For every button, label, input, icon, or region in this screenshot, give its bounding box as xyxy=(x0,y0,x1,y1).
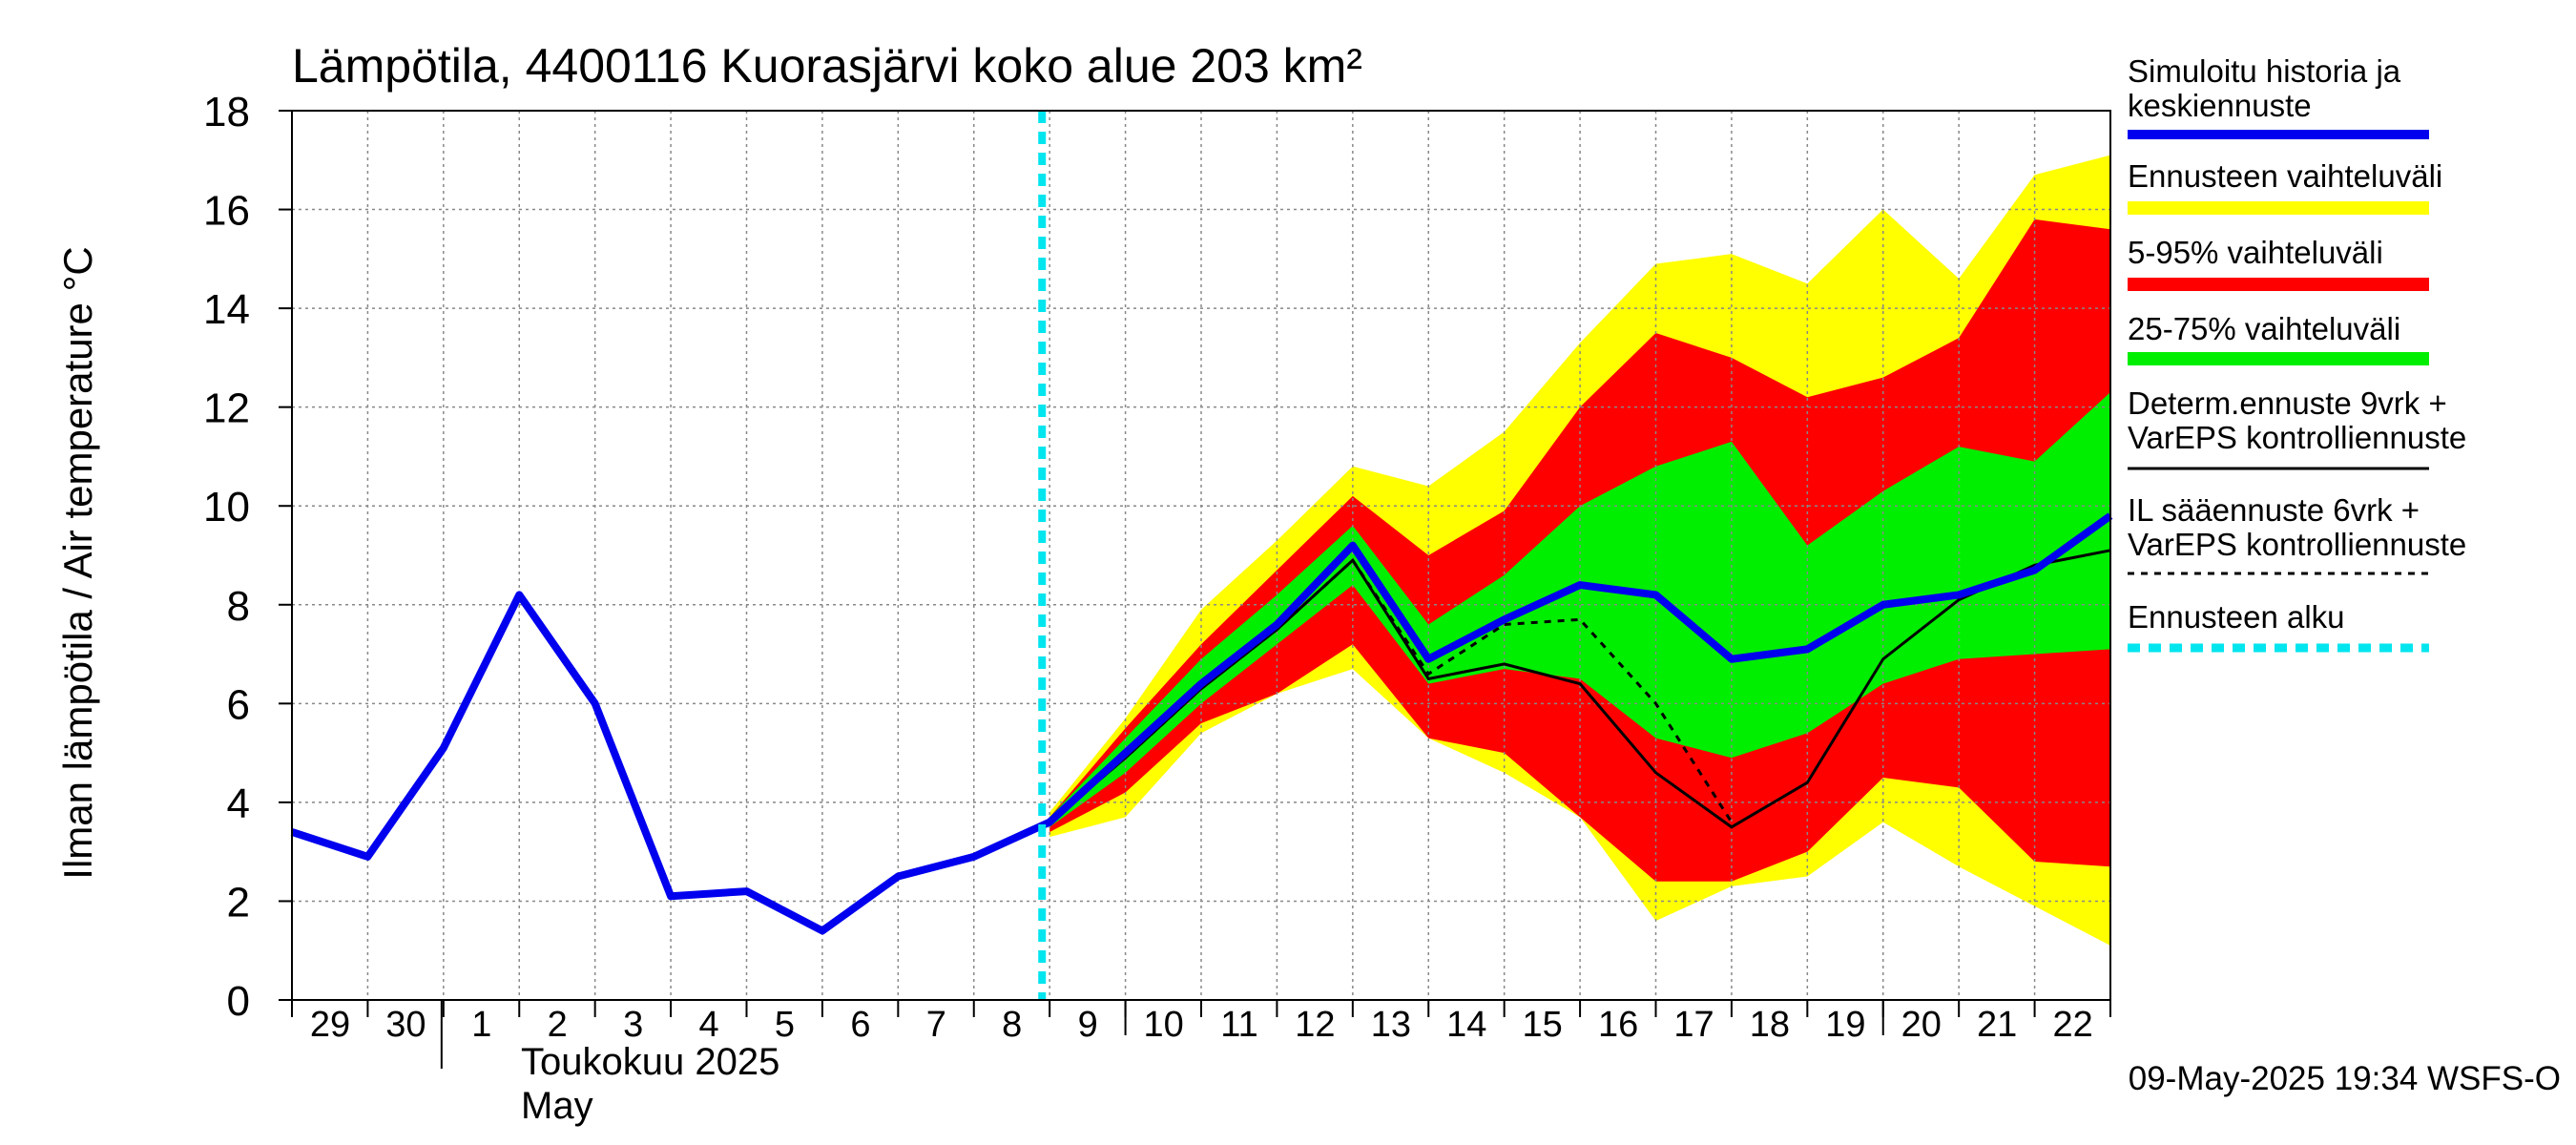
x-tick-label: 22 xyxy=(2052,1005,2092,1045)
x-tick-label: 29 xyxy=(310,1005,350,1045)
band-25-75 xyxy=(1049,392,2110,827)
x-tick-label: 10 xyxy=(1143,1005,1183,1045)
legend-label: Simuloitu historia ja xyxy=(2128,53,2401,89)
grid-lines xyxy=(292,111,2110,1000)
y-tick-label: 8 xyxy=(227,583,250,630)
x-axis: 29 30 1 2 3 4 5 6 7 8 9 10 11 12 13 14 15 16 17 18 19 20 21 22 xyxy=(291,1000,2111,1069)
x-tick-label: 9 xyxy=(1078,1005,1098,1045)
x-tick-label: 1 xyxy=(471,1005,491,1045)
month-label-en: May xyxy=(521,1085,593,1127)
legend-label: VarEPS kontrolliennuste xyxy=(2128,420,2466,455)
x-tick-label: 30 xyxy=(385,1005,426,1045)
x-tick-label: 6 xyxy=(850,1005,870,1045)
x-tick-label: 2 xyxy=(548,1005,568,1045)
series-deterministic xyxy=(1049,549,2111,829)
legend-label: Ennusteen alku xyxy=(2128,599,2345,635)
x-tick-label: 3 xyxy=(623,1005,643,1045)
x-tick-label: 4 xyxy=(699,1005,719,1045)
series-simulated xyxy=(290,512,2113,935)
x-tick-label: 15 xyxy=(1523,1005,1563,1045)
legend-label: 5-95% vaihteluväli xyxy=(2128,235,2383,270)
y-tick-label: 4 xyxy=(227,781,250,827)
legend-label: VarEPS kontrolliennuste xyxy=(2128,527,2466,562)
x-tick-label: 17 xyxy=(1673,1005,1714,1045)
series-lines xyxy=(290,111,2113,1000)
x-tick-label: 16 xyxy=(1598,1005,1638,1045)
timestamp: 09-May-2025 19:34 WSFS-O xyxy=(2129,1060,2561,1097)
legend-label: Determ.ennuste 9vrk + xyxy=(2128,385,2447,421)
y-tick-label: 14 xyxy=(203,286,250,333)
y-axis-label: Ilman lämpötila / Air temperature °C xyxy=(55,246,100,879)
legend-label: Ennusteen vaihteluväli xyxy=(2128,158,2442,194)
x-tick-label: 13 xyxy=(1371,1005,1411,1045)
y-tick-label: 16 xyxy=(203,188,250,235)
month-label-fi: Toukokuu 2025 xyxy=(521,1041,779,1083)
legend-label: keskiennuste xyxy=(2128,88,2312,123)
chart-title: Lämpötila, 4400116 Kuorasjärvi koko alue… xyxy=(292,39,1362,93)
x-tick-label: 5 xyxy=(775,1005,795,1045)
y-tick-label: 0 xyxy=(227,978,250,1025)
forecast-bands xyxy=(1049,155,2110,947)
y-tick-label: 10 xyxy=(203,484,250,531)
y-tick-label: 6 xyxy=(227,681,250,728)
x-tick-label: 20 xyxy=(1901,1005,1942,1045)
x-tick-label: 7 xyxy=(926,1005,946,1045)
x-tick-label: 11 xyxy=(1220,1005,1257,1045)
x-tick-label: 18 xyxy=(1750,1005,1790,1045)
y-tick-label: 18 xyxy=(203,89,250,135)
legend-label: 25-75% vaihteluväli xyxy=(2128,311,2400,346)
x-tick-label: 19 xyxy=(1825,1005,1865,1045)
x-tick-label: 12 xyxy=(1295,1005,1335,1045)
y-axis: 0 2 4 6 8 10 12 14 16 18 xyxy=(203,89,292,1025)
x-tick-label: 14 xyxy=(1446,1005,1486,1045)
y-tick-label: 2 xyxy=(227,879,250,926)
legend-label: IL sääennuste 6vrk + xyxy=(2128,492,2420,528)
x-tick-label: 21 xyxy=(1977,1005,2017,1045)
x-tick-label: 8 xyxy=(1002,1005,1022,1045)
y-tick-label: 12 xyxy=(203,385,250,432)
